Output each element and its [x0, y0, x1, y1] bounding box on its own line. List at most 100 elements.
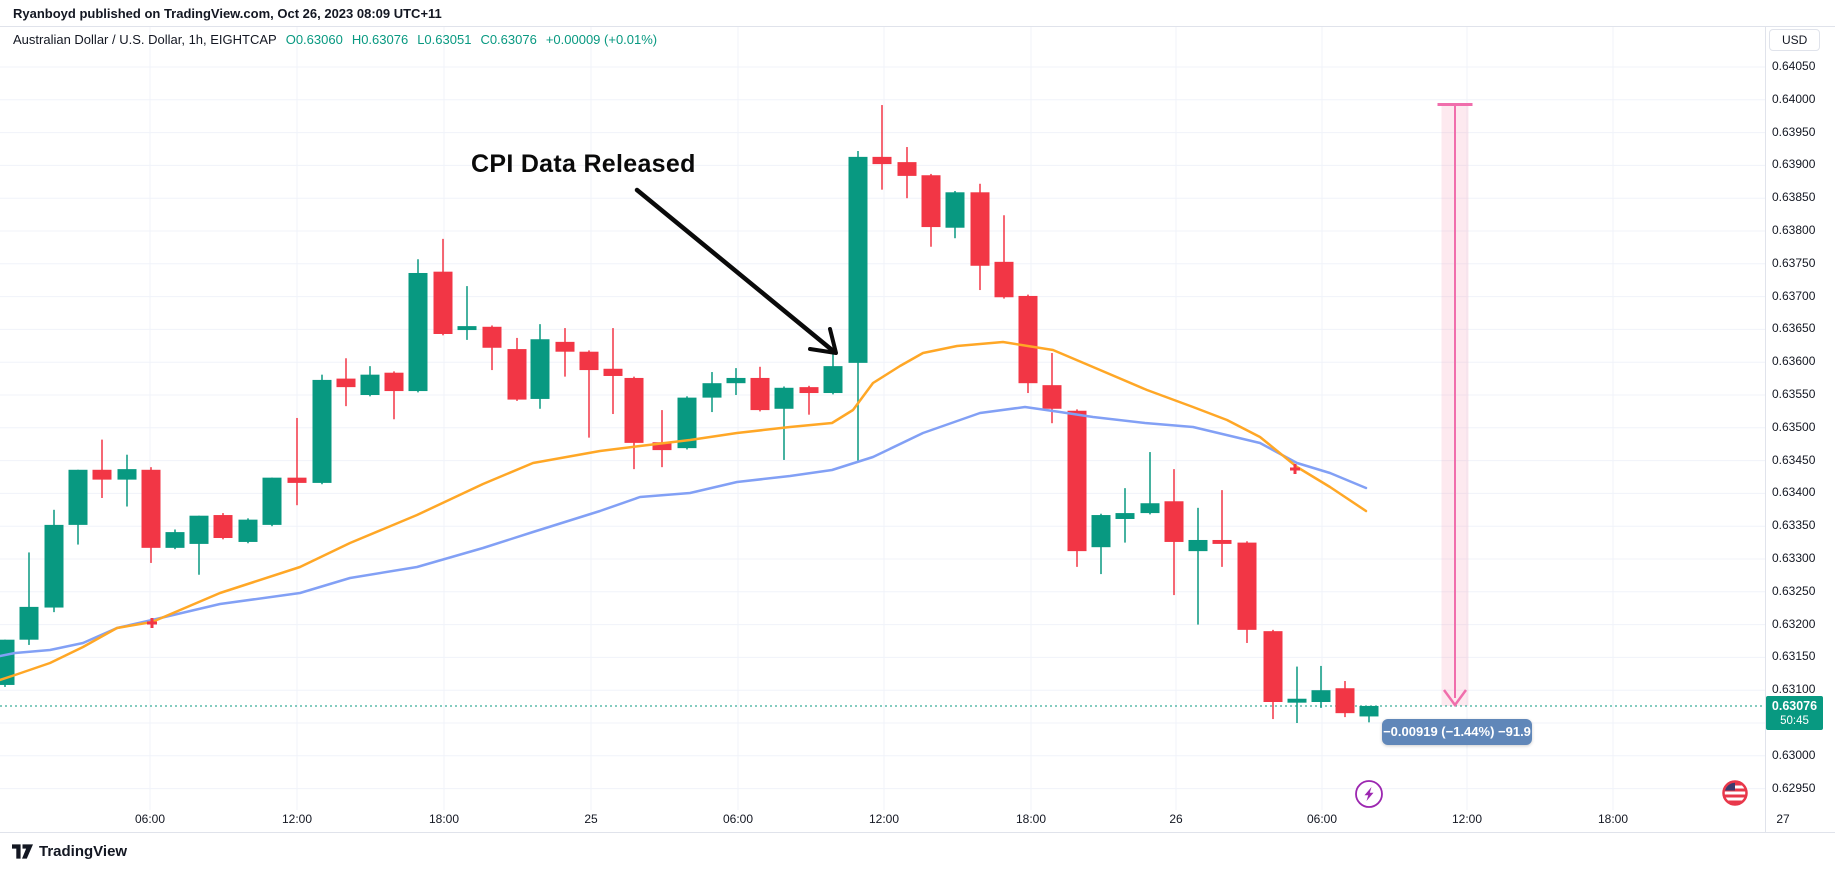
- candle: [287, 417, 307, 506]
- price-tick-label: 0.63600: [1772, 354, 1816, 369]
- legend-close-value: C0.63076: [480, 32, 537, 47]
- candle: [336, 358, 356, 407]
- candle: [141, 467, 161, 563]
- lightning-event-icon[interactable]: [1355, 780, 1383, 808]
- time-tick-label: 06:00: [134, 812, 166, 826]
- ma-line-orange: [0, 340, 1368, 682]
- us-flag-event-icon[interactable]: [1722, 780, 1748, 806]
- time-tick-label: 27: [1776, 812, 1790, 826]
- price-tick-label: 0.63000: [1772, 747, 1816, 762]
- price-tick-label: 0.63350: [1772, 518, 1816, 533]
- candle: [408, 259, 428, 393]
- candle: [750, 366, 770, 412]
- price-tick-label: 0.63950: [1772, 124, 1816, 139]
- candle: [19, 552, 39, 645]
- candle: [165, 529, 185, 550]
- candle: [482, 325, 502, 371]
- candle: [457, 286, 477, 340]
- price-tick-label: 0.63450: [1772, 452, 1816, 467]
- price-tick-label: 0.63150: [1772, 649, 1816, 664]
- price-tick-label: 0.63550: [1772, 387, 1816, 401]
- candle: [1311, 665, 1331, 708]
- publish-attribution-bar: Ryanboyd published on TradingView.com, O…: [0, 0, 1835, 27]
- candle: [238, 518, 258, 544]
- candle: [1188, 507, 1208, 625]
- chart-legend: Australian Dollar / U.S. Dollar, 1h, EIG…: [13, 32, 657, 47]
- candle: [1287, 666, 1307, 723]
- candle: [189, 515, 209, 575]
- time-tick-label: 26: [1169, 812, 1183, 826]
- cpi-annotation-text[interactable]: CPI Data Released: [471, 150, 696, 178]
- price-tick-label: 0.63750: [1772, 255, 1816, 270]
- legend-open-value: O0.63060: [285, 32, 343, 47]
- candle: [360, 366, 380, 397]
- candle: [945, 190, 965, 239]
- ma-line-blue: [0, 405, 1368, 658]
- price-tick-label: 0.63800: [1772, 223, 1816, 237]
- candle: [726, 368, 746, 395]
- time-tick-label: 25: [584, 812, 598, 826]
- candle: [1091, 513, 1111, 575]
- candle: [702, 372, 722, 413]
- measure-tool[interactable]: [1437, 103, 1473, 708]
- legend-change-value: +0.00009 (+0.01%): [545, 32, 658, 47]
- price-tick-label: 0.63300: [1772, 551, 1816, 565]
- price-tick-label: 0.63200: [1772, 616, 1816, 631]
- candle: [1164, 469, 1184, 596]
- time-tick-label: 06:00: [1306, 812, 1338, 826]
- candles: [0, 105, 1379, 723]
- candle: [1140, 452, 1160, 515]
- price-tick-label: 0.63850: [1772, 190, 1816, 205]
- legend-low-value: L0.63051: [417, 32, 472, 47]
- time-tick-label: 18:00: [428, 812, 460, 826]
- time-tick-label: 12:00: [868, 812, 900, 826]
- price-tick-label: 0.64050: [1772, 59, 1816, 73]
- candle: [507, 337, 527, 401]
- candle: [1115, 488, 1135, 543]
- candle: [433, 238, 453, 336]
- price-tick-label: 0.63250: [1772, 583, 1816, 598]
- candle: [262, 477, 282, 527]
- candle: [1335, 681, 1355, 718]
- price-tick-label: 0.64000: [1772, 91, 1816, 106]
- time-tick-label: 18:00: [1597, 812, 1629, 826]
- bar-countdown: 50:45: [1780, 715, 1809, 727]
- annotation-arrow[interactable]: [634, 187, 838, 355]
- tradingview-logo[interactable]: TradingView: [12, 843, 127, 860]
- candle: [921, 173, 941, 247]
- candle: [1018, 294, 1038, 394]
- axis-borders: [0, 27, 1835, 833]
- candle: [624, 376, 644, 470]
- tradingview-logo-icon: [12, 844, 33, 859]
- price-tick-label: 0.62950: [1772, 780, 1816, 795]
- price-tick-label: 0.63650: [1772, 321, 1816, 336]
- symbol-title[interactable]: Australian Dollar / U.S. Dollar, 1h, EIG…: [13, 32, 277, 47]
- time-tick-label: 06:00: [722, 812, 754, 826]
- candle: [1237, 541, 1257, 643]
- candle: [970, 183, 990, 291]
- tradingview-logo-text: TradingView: [39, 843, 128, 860]
- candle: [1359, 705, 1379, 723]
- candle: [774, 386, 794, 460]
- price-tick-label: 0.63100: [1772, 682, 1816, 697]
- candle: [872, 105, 892, 190]
- currency-unit-button[interactable]: USD: [1769, 29, 1821, 51]
- measure-tool-tooltip: −0.00919 (−1.44%) −91.9: [1382, 719, 1532, 745]
- candle: [652, 410, 672, 468]
- last-price-label: 0.63076 50:45: [1766, 696, 1823, 730]
- candle: [1067, 409, 1087, 567]
- candle: [1263, 629, 1283, 720]
- price-tick-label: 0.63700: [1772, 288, 1816, 303]
- price-tick-label: 0.63900: [1772, 157, 1816, 172]
- candle: [1212, 490, 1232, 567]
- candle: [799, 385, 819, 415]
- candle: [848, 150, 868, 461]
- price-tick-label: 0.63400: [1772, 485, 1816, 500]
- candle: [312, 374, 332, 485]
- price-tick-label: 0.63500: [1772, 419, 1816, 434]
- publish-attribution-text: Ryanboyd published on TradingView.com, O…: [13, 6, 442, 21]
- last-price-value: 0.63076: [1771, 699, 1818, 713]
- candle: [994, 215, 1014, 299]
- candle: [213, 513, 233, 540]
